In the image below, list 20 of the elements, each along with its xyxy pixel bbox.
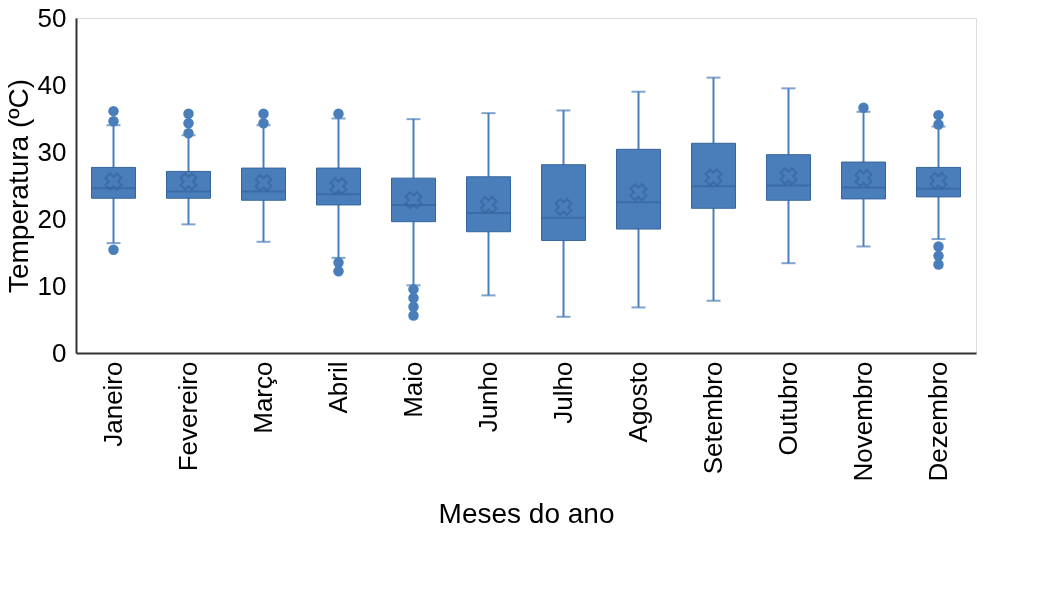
x-tick-label: Agosto — [622, 361, 653, 443]
x-tick-label: Maio — [397, 361, 428, 418]
x-tick-label: Março — [247, 361, 278, 434]
x-tick-label: Junho — [472, 361, 503, 433]
x-tick-label: Novembro — [847, 361, 878, 482]
y-tick-label: 10 — [37, 270, 67, 301]
x-tick-label: Abril — [322, 361, 353, 414]
y-axis-title: Temperatura (ºC) — [2, 78, 34, 294]
x-tick-label: Outubro — [772, 361, 803, 456]
y-tick-label: 40 — [37, 69, 67, 100]
x-tick-label: Janeiro — [97, 361, 128, 447]
x-axis-title: Meses do ano — [438, 498, 615, 530]
x-tick-label: Setembro — [697, 361, 728, 475]
y-tick-label: 20 — [37, 203, 67, 234]
y-tick-label: 50 — [37, 2, 67, 33]
x-tick-label: Dezembro — [922, 361, 953, 482]
x-tick-label: Julho — [547, 361, 578, 424]
y-tick-label: 0 — [52, 337, 67, 368]
y-tick-label: 30 — [37, 136, 67, 167]
x-tick-label: Fevereiro — [172, 361, 203, 472]
